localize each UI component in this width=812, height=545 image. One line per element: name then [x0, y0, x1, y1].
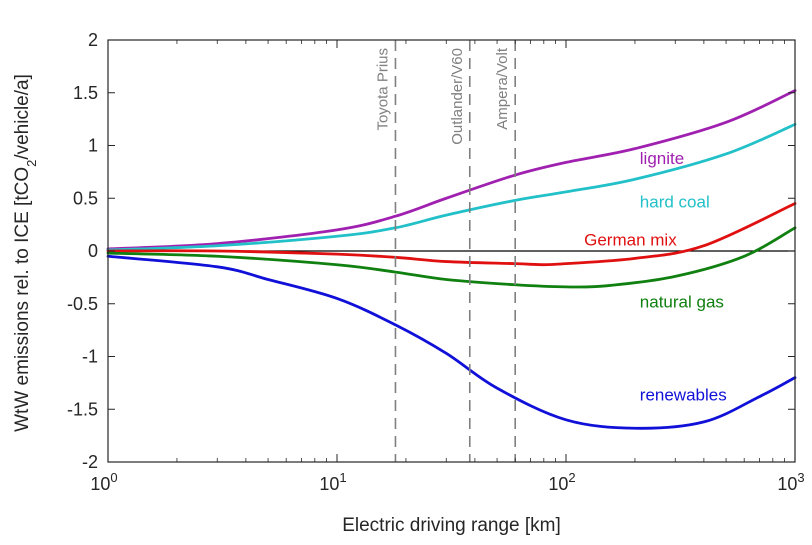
vline-label-outlander-v60: Outlander/V60 — [449, 48, 466, 145]
y-tick-label: 0 — [88, 241, 98, 261]
annotation-hard-coal: hard coal — [640, 192, 710, 211]
y-tick-label: -0.5 — [67, 294, 98, 314]
y-tick-label: 2 — [88, 30, 98, 50]
x-tick-label-exponent: 1 — [339, 470, 346, 485]
x-tick-label: 102 — [548, 470, 575, 494]
x-tick-label: 103 — [777, 470, 804, 494]
x-tick-label-base: 10 — [319, 474, 339, 494]
y-tick-label: 0.5 — [73, 188, 98, 208]
y-axis-label-prefix: WtW emissions rel. to ICE [tCO — [12, 167, 33, 432]
series-line-hard-coal — [106, 123, 797, 252]
y-axis-label-subscript: 2 — [24, 160, 39, 167]
y-tick-label: 1 — [88, 136, 98, 156]
vline-label-ampera-volt: Ampera/Volt — [494, 47, 511, 130]
series-line-natural-gas — [106, 226, 797, 289]
x-tick-label-base: 10 — [90, 474, 110, 494]
vline-label-toyota-prius: Toyota Prius — [374, 48, 391, 131]
x-tick-label-base: 10 — [548, 474, 568, 494]
x-tick-label-exponent: 0 — [110, 470, 117, 485]
x-axis-label: Electric driving range [km] — [342, 515, 561, 536]
x-tick-label: 100 — [90, 470, 117, 494]
y-axis-label-suffix: /vehicle/a] — [12, 74, 33, 160]
annotation-renewables: renewables — [640, 385, 727, 404]
annotation-german-mix: German mix — [584, 230, 677, 249]
y-tick-label: -1.5 — [67, 399, 98, 419]
annotation-natural-gas: natural gas — [640, 293, 724, 312]
y-axis-label: WtW emissions rel. to ICE [tCO2/vehicle/… — [12, 74, 39, 432]
x-tick-label: 101 — [319, 470, 346, 494]
series-annotations: lignite hard coal German mix natural gas ren… — [584, 149, 727, 404]
y-tick-label: -1 — [82, 347, 98, 367]
annotation-lignite: lignite — [640, 149, 684, 168]
y-tick-label: 1.5 — [73, 83, 98, 103]
series-line-lignite — [106, 89, 797, 251]
x-tick-label-base: 10 — [777, 474, 797, 494]
reference-vertical-lines: Toyota Prius Outlander/V60 Ampera/Volt — [374, 40, 516, 462]
series-line-renewables — [106, 254, 797, 430]
x-tick-label-exponent: 3 — [797, 470, 804, 485]
y-tick-label: -2 — [82, 452, 98, 472]
x-tick-label-exponent: 2 — [568, 470, 575, 485]
